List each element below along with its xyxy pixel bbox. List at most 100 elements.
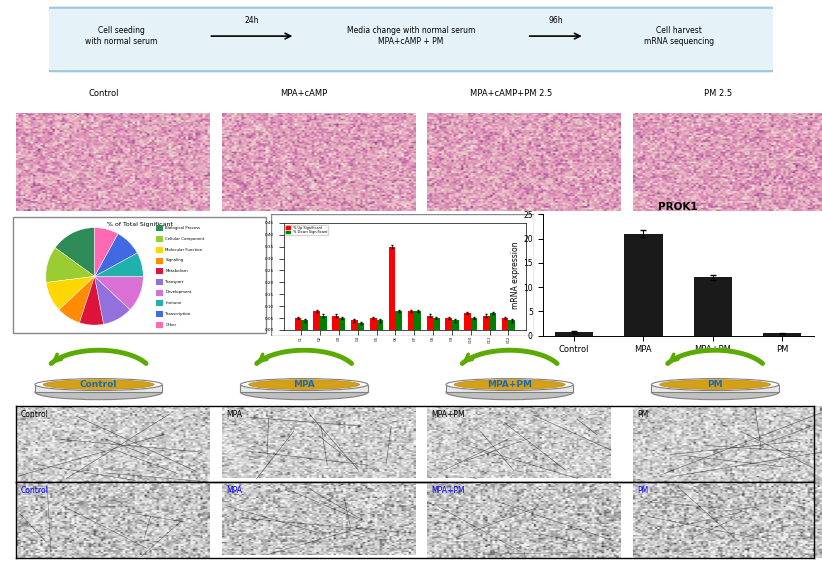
Bar: [313, 311, 320, 330]
FancyBboxPatch shape: [42, 8, 780, 71]
Bar: [625, 233, 663, 336]
Bar: [389, 246, 395, 330]
Text: Immune: Immune: [165, 301, 182, 305]
FancyBboxPatch shape: [13, 217, 266, 333]
Bar: [452, 320, 459, 330]
Polygon shape: [35, 385, 163, 392]
Bar: [433, 318, 440, 330]
Bar: [320, 316, 326, 330]
Polygon shape: [241, 385, 368, 392]
Wedge shape: [55, 228, 95, 276]
Bar: [483, 316, 490, 330]
Text: Other: Other: [165, 323, 177, 327]
Text: Signaling: Signaling: [165, 258, 183, 262]
Bar: [294, 318, 301, 330]
Text: 24h: 24h: [245, 16, 259, 25]
Title: PROK1: PROK1: [658, 202, 698, 212]
Ellipse shape: [249, 380, 360, 389]
Bar: [156, 290, 163, 296]
Bar: [156, 236, 163, 242]
Bar: [358, 323, 364, 330]
Bar: [156, 301, 163, 306]
Ellipse shape: [446, 385, 573, 400]
Text: Cellular Component: Cellular Component: [165, 237, 205, 241]
Bar: [156, 268, 163, 274]
Text: PM: PM: [637, 410, 648, 419]
Bar: [502, 318, 509, 330]
Text: Transport: Transport: [165, 280, 184, 284]
Text: Molecular Function: Molecular Function: [165, 248, 202, 252]
Bar: [446, 318, 452, 330]
Bar: [376, 320, 383, 330]
Bar: [555, 332, 593, 336]
Bar: [509, 320, 515, 330]
Bar: [427, 316, 433, 330]
Bar: [694, 277, 732, 336]
Y-axis label: mRNA expression: mRNA expression: [511, 241, 520, 309]
Bar: [156, 247, 163, 253]
Ellipse shape: [651, 378, 779, 390]
Wedge shape: [95, 276, 130, 324]
Text: Control: Control: [89, 89, 119, 98]
Ellipse shape: [659, 380, 771, 389]
Text: Cell seeding
with normal serum: Cell seeding with normal serum: [85, 26, 158, 46]
Text: MPA+PM: MPA+PM: [487, 380, 532, 389]
Ellipse shape: [35, 378, 163, 390]
Text: Control: Control: [21, 410, 48, 419]
FancyBboxPatch shape: [271, 214, 534, 336]
Legend: % Up Significant, % Down Significant: % Up Significant, % Down Significant: [285, 224, 328, 235]
Bar: [156, 226, 163, 231]
Text: PM: PM: [637, 486, 648, 495]
Bar: [395, 311, 402, 330]
Text: MPA+cAMP+PM 2.5: MPA+cAMP+PM 2.5: [469, 89, 552, 98]
Text: Control: Control: [80, 380, 118, 389]
Wedge shape: [95, 228, 118, 276]
Text: % of Total Significant: % of Total Significant: [107, 222, 173, 227]
Text: MPA+PM: MPA+PM: [432, 486, 465, 495]
Text: Media change with normal serum
MPA+cAMP + PM: Media change with normal serum MPA+cAMP …: [347, 26, 475, 46]
Text: PM 2.5: PM 2.5: [704, 89, 732, 98]
Text: Cell harvest
mRNA sequencing: Cell harvest mRNA sequencing: [644, 26, 713, 46]
Text: Development: Development: [165, 290, 192, 294]
Wedge shape: [59, 276, 95, 323]
Text: MPA: MPA: [226, 410, 242, 419]
Wedge shape: [80, 276, 104, 325]
Ellipse shape: [35, 385, 163, 400]
Wedge shape: [95, 253, 143, 276]
Bar: [414, 311, 421, 330]
Ellipse shape: [241, 385, 368, 400]
Ellipse shape: [651, 385, 779, 400]
Bar: [471, 318, 478, 330]
Wedge shape: [46, 276, 95, 310]
Polygon shape: [651, 385, 779, 392]
Wedge shape: [95, 276, 143, 310]
Bar: [408, 311, 414, 330]
Bar: [156, 322, 163, 328]
Ellipse shape: [241, 378, 368, 390]
Text: Biological Process: Biological Process: [165, 226, 201, 230]
Ellipse shape: [454, 380, 565, 389]
Bar: [156, 279, 163, 285]
Bar: [156, 258, 163, 263]
Bar: [301, 320, 307, 330]
Bar: [332, 316, 339, 330]
Text: MPA: MPA: [226, 486, 242, 495]
Bar: [490, 313, 496, 330]
Text: MPA+PM: MPA+PM: [432, 410, 465, 419]
Text: MPA: MPA: [293, 380, 315, 389]
Bar: [339, 318, 345, 330]
Bar: [156, 311, 163, 317]
Ellipse shape: [446, 378, 573, 390]
Bar: [351, 320, 358, 330]
Wedge shape: [95, 233, 137, 276]
Bar: [370, 318, 376, 330]
Bar: [764, 333, 801, 336]
Ellipse shape: [43, 380, 155, 389]
Text: 96h: 96h: [548, 16, 563, 25]
Polygon shape: [446, 385, 573, 392]
Text: Transcription: Transcription: [165, 312, 191, 316]
Wedge shape: [46, 248, 95, 283]
Text: PM: PM: [707, 380, 723, 389]
Text: MPA+cAMP: MPA+cAMP: [279, 89, 327, 98]
Bar: [464, 313, 471, 330]
